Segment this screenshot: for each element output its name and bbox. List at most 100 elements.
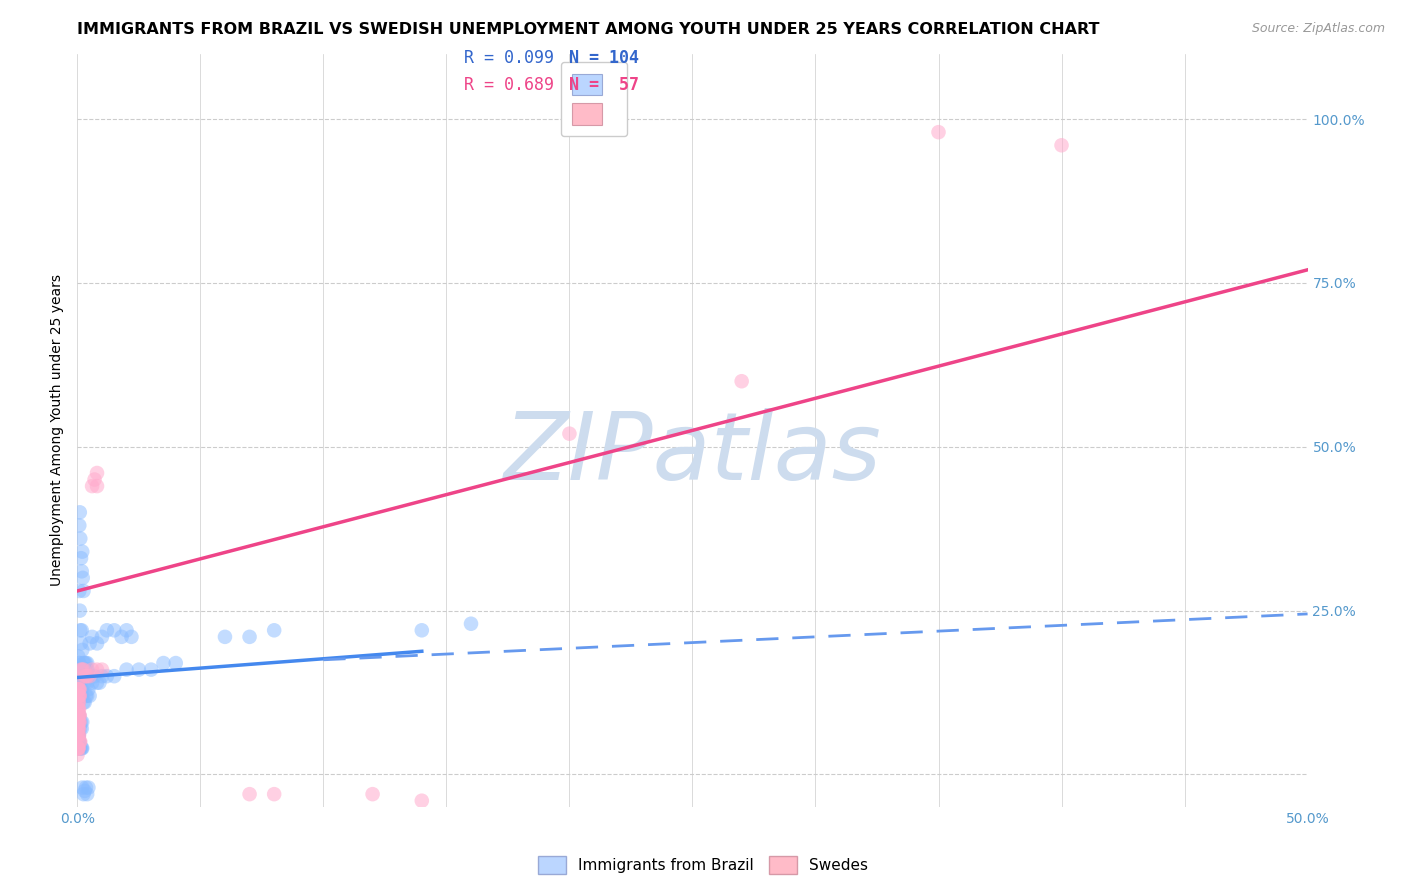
Point [67,695,90,709]
Point [103,669,125,683]
Point [70,689,93,703]
Point [66,747,89,762]
Point [69,532,91,546]
Point [82,479,104,493]
Point [67,741,90,756]
Point [67,708,90,723]
Point [66,741,89,756]
Point [67,708,90,723]
Point [83,473,105,487]
Point [731,374,754,388]
Point [73,784,96,798]
Point [69,505,91,519]
Point [73,656,96,670]
Point [67,741,90,756]
Point [86,466,108,480]
Point [77,780,100,795]
Point [67,682,90,697]
Point [67,728,90,742]
Point [67,722,90,736]
Point [70,714,93,729]
Point [558,426,581,441]
Point [128,663,150,677]
Point [67,728,90,742]
Point [66,722,89,736]
Point [70,722,93,736]
Point [152,656,174,670]
Point [70,689,93,703]
Point [70,636,93,650]
Point [90,663,114,677]
Point [70,741,93,756]
Text: Source: ZipAtlas.com: Source: ZipAtlas.com [1251,22,1385,36]
Point [67,722,90,736]
Point [75,689,97,703]
Point [67,735,90,749]
Point [69,708,91,723]
Point [67,682,90,697]
Point [66,695,89,709]
Point [66,728,89,742]
Point [69,675,91,690]
Point [73,695,96,709]
Point [263,787,285,801]
Point [67,735,90,749]
Point [73,675,96,690]
Point [72,656,94,670]
Point [66,728,89,742]
Point [69,735,91,749]
Point [70,564,93,578]
Point [67,682,90,697]
Point [67,695,90,709]
Point [66,735,89,749]
Legend: , : , [561,62,627,136]
Point [70,741,93,756]
Point [67,708,90,723]
Point [72,669,94,683]
Point [67,689,90,703]
Point [103,624,125,638]
Point [76,689,98,703]
Point [69,741,91,756]
Text: R = 0.099: R = 0.099 [464,49,554,67]
Point [79,669,101,683]
Point [67,695,90,709]
Point [1050,138,1073,153]
Point [70,643,93,657]
Point [89,675,111,690]
Point [70,714,93,729]
Point [82,663,104,677]
Point [69,669,91,683]
Point [66,728,89,742]
Text: IMMIGRANTS FROM BRAZIL VS SWEDISH UNEMPLOYMENT AMONG YOUTH UNDER 25 YEARS CORREL: IMMIGRANTS FROM BRAZIL VS SWEDISH UNEMPL… [77,22,1099,37]
Point [239,787,262,801]
Point [67,702,90,716]
Point [67,714,90,729]
Point [165,656,187,670]
Point [76,787,98,801]
Point [361,787,384,801]
Point [67,656,90,670]
Point [82,675,104,690]
Point [96,624,118,638]
Text: N =  57: N = 57 [569,76,640,94]
Point [73,669,96,683]
Point [66,741,89,756]
Point [66,722,89,736]
Point [83,669,105,683]
Point [66,675,89,690]
Point [90,630,114,644]
Point [72,695,94,709]
Point [76,663,98,677]
Point [70,663,93,677]
Point [70,551,93,566]
Point [67,722,90,736]
Point [67,714,90,729]
Point [79,689,101,703]
Point [67,714,90,729]
Point [86,675,108,690]
Point [121,630,143,644]
Point [67,656,90,670]
Point [67,735,90,749]
Point [66,722,89,736]
